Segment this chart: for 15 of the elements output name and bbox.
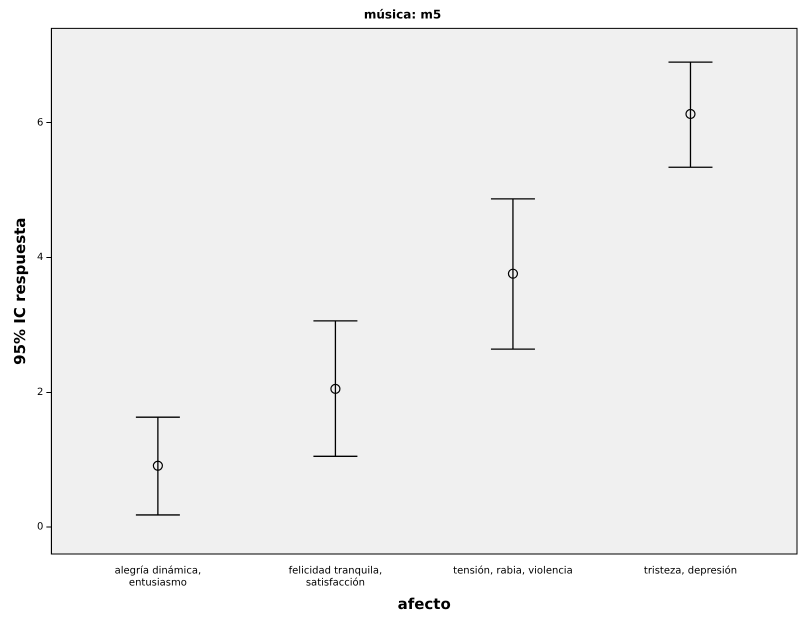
point	[508, 268, 518, 279]
y-tick-label: 4	[36, 252, 44, 264]
y-tick-label: 6	[36, 117, 44, 128]
x-axis-title: afecto	[398, 594, 451, 613]
y-tick-label: 0	[36, 522, 44, 533]
y-axis-title: 95% IC respuesta	[10, 218, 29, 365]
y-tick-label: 2	[36, 386, 44, 398]
x-tick-label: tensión, rabia, violencia	[453, 566, 573, 577]
point	[685, 108, 696, 120]
point	[152, 460, 163, 471]
point	[330, 384, 341, 394]
x-tick-label: felicidad tranquila, satisfacción	[288, 566, 382, 589]
x-tick-label: tristeza, depresión	[644, 566, 738, 577]
chart-title: música: m5	[364, 7, 442, 22]
x-tick-label: alegría dinámica, entusiasmo	[114, 566, 202, 589]
